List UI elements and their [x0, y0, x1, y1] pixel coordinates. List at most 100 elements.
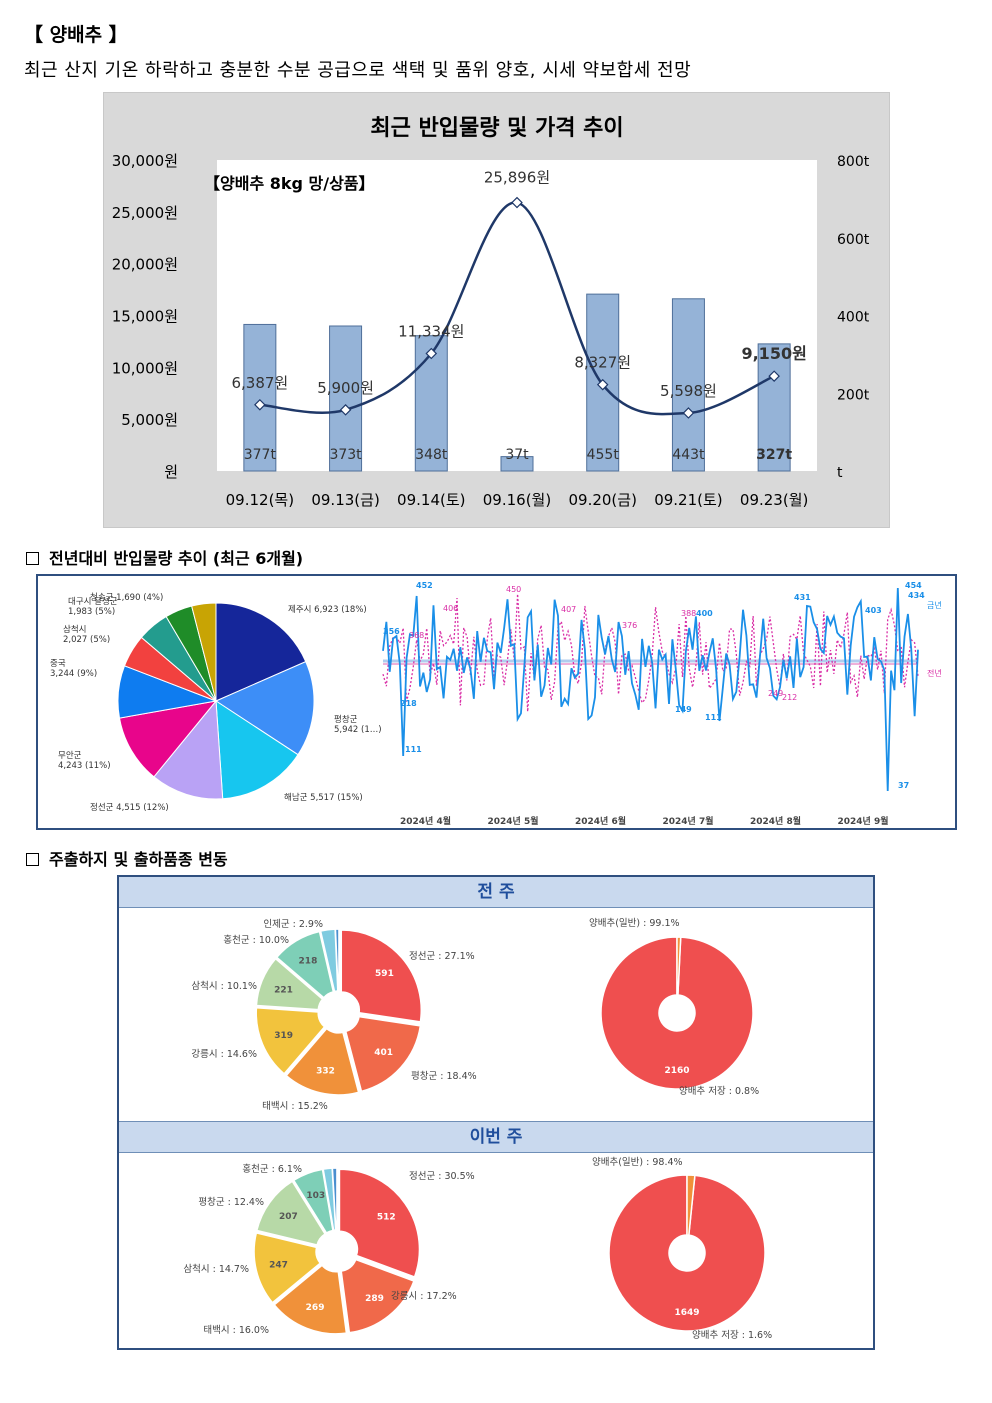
variety-value: 1649	[674, 1308, 699, 1318]
origin-pie-slice	[215, 602, 307, 702]
volume-bar	[671, 298, 705, 472]
x-tick-label: 09.14(토)	[397, 491, 465, 509]
x-tick-label: 09.13(금)	[311, 491, 379, 509]
donut-value: 269	[306, 1303, 325, 1313]
this-year-line	[382, 587, 919, 792]
this-year-value-label: 356	[383, 627, 400, 636]
variety-slice	[676, 936, 682, 996]
donut-value: 221	[274, 985, 293, 995]
y-left-tick: 15,000원	[112, 308, 178, 326]
this-week-band: 이번 주	[119, 1121, 873, 1153]
volume-bar	[500, 456, 534, 472]
origin-pie-label: 대구시 달성군	[68, 596, 118, 607]
donut-label: 정선군 : 30.5%	[409, 1171, 475, 1182]
origin-pie-slice	[215, 700, 299, 800]
variety-label: 양배추(일반) : 99.1%	[589, 918, 680, 929]
donut-value: 247	[269, 1261, 288, 1271]
donut-slice	[255, 957, 324, 1011]
last-year-value-label: 388	[681, 609, 696, 618]
origin-pie-slice	[214, 660, 315, 756]
x-month-label: 2024년 8월	[750, 815, 801, 827]
origin-pie-slice	[191, 602, 217, 702]
y-left-tick: 25,000원	[112, 204, 178, 222]
y-right-tick: 600t	[837, 232, 870, 248]
this-year-value-label: 149	[675, 705, 692, 714]
volume-label: 455t	[587, 447, 620, 463]
price-point	[425, 347, 438, 360]
donut-label: 정선군 : 27.1%	[409, 951, 475, 962]
x-tick-label: 09.12(목)	[226, 491, 294, 509]
donut-value: 319	[274, 1031, 293, 1041]
price-point	[254, 398, 266, 411]
origin-pie-label: 삼척시	[63, 624, 86, 635]
price-label: 5,598원	[660, 382, 717, 400]
origin-pie-slice	[118, 700, 218, 778]
legend-last-year: 전년	[927, 668, 942, 678]
donut-slice	[340, 929, 422, 1023]
origin-pie-label: 무안군	[58, 750, 82, 761]
x-month-label: 2024년 9월	[838, 815, 889, 827]
donut-slice	[338, 1168, 421, 1278]
volume-bar	[243, 323, 277, 472]
donut-slice	[285, 1027, 360, 1096]
origin-pie-label: 제주시 6,923 (18%)	[288, 605, 367, 615]
price-point	[511, 196, 523, 209]
last-week-band: 전 주	[119, 877, 873, 908]
this-year-value-label: 452	[416, 581, 433, 590]
this-week-charts: 512 289 269 247 207 103 정선군 : 30.5% 강릉시 : 17.2%…	[183, 1157, 772, 1341]
price-volume-chart: 최근 반입물량 및 가격 추이 【양배추 8kg 망/상품】 30,000원 25,0…	[103, 92, 890, 528]
price-label: 8,327원	[574, 354, 631, 372]
last-year-value-label: 249	[768, 689, 783, 698]
shipment-panel: 전 주 591 401 332 319 221 218 정선군 : 27.1% 평창군 : 1…	[117, 875, 875, 1350]
variety-value: 2160	[664, 1066, 689, 1076]
donut-label: 평창군 : 12.4%	[198, 1197, 264, 1208]
variety-label: 양배추(일반) : 98.4%	[592, 1157, 683, 1168]
volume-label: 373t	[329, 447, 362, 463]
y-left-tick: 10,000원	[112, 359, 178, 377]
price-label: 9,150원	[741, 344, 806, 363]
this-year-value-label: 111	[705, 713, 722, 722]
origin-pie-slice	[153, 699, 224, 800]
origin-pie-value: 5,942 (1…)	[334, 725, 382, 735]
donut-label: 인제군 : 2.9%	[263, 919, 323, 930]
x-month-label: 2024년 6월	[575, 815, 626, 827]
donut-value: 207	[279, 1212, 298, 1222]
origin-pie-value: 3,244 (9%)	[50, 669, 97, 679]
page-subtitle: 최근 산지 기온 하락하고 충분한 수분 공급으로 색택 및 품위 양호, 시세…	[24, 60, 692, 81]
volume-label: 443t	[672, 447, 705, 463]
y-left-tick: 원	[164, 463, 178, 481]
origin-pie-value: 1,983 (5%)	[68, 607, 115, 617]
donut-value: 401	[374, 1048, 393, 1058]
origin-pie-value: 2,027 (5%)	[63, 635, 110, 645]
chart-title: 최근 반입물량 및 가격 추이	[370, 116, 623, 141]
volume-label: 348t	[415, 447, 448, 463]
checkbox-icon	[26, 853, 39, 866]
donut-label: 홍천군 : 10.0%	[223, 934, 289, 946]
origin-pie-label: 정선군 4,515 (12%)	[90, 802, 169, 813]
last-year-value-label: 368	[409, 631, 424, 640]
last-year-value-label: 376	[622, 621, 637, 630]
donut-label: 강릉시 : 14.6%	[191, 1049, 257, 1060]
this-year-value-label: 218	[400, 699, 417, 708]
donut-label: 홍천군 : 6.1%	[242, 1163, 302, 1175]
price-point	[768, 370, 780, 382]
x-tick-label: 09.16(월)	[483, 491, 551, 509]
this-year-value-label: 37	[898, 781, 909, 790]
donut-slice	[331, 1167, 338, 1231]
price-label: 11,334원	[398, 323, 464, 341]
origin-pie-label: 청송군 1,690 (4%)	[90, 593, 163, 603]
this-year-value-label: 403	[865, 606, 882, 615]
trend-panel: 제주시 6,923 (18%) 평창군 5,942 (1…) 해남군 5,517 (1…	[36, 574, 957, 830]
price-volume-chart-svg: 최근 반입물량 및 가격 추이 【양배추 8kg 망/상품】 30,000원 25,0…	[112, 116, 870, 509]
legend-this-year: 금년	[927, 600, 942, 610]
last-year-value-label: 212	[782, 693, 797, 702]
page-title: 【 양배추 】	[24, 24, 128, 46]
price-point	[339, 404, 352, 416]
origin-pie-label: 평창군	[334, 714, 358, 725]
price-label: 25,896원	[484, 169, 550, 187]
last-year-value-label: 450	[506, 585, 521, 594]
donut-label: 삼척시 : 10.1%	[191, 981, 257, 992]
y-right-tick: 400t	[837, 310, 870, 326]
y-right-tick: 800t	[837, 154, 870, 170]
